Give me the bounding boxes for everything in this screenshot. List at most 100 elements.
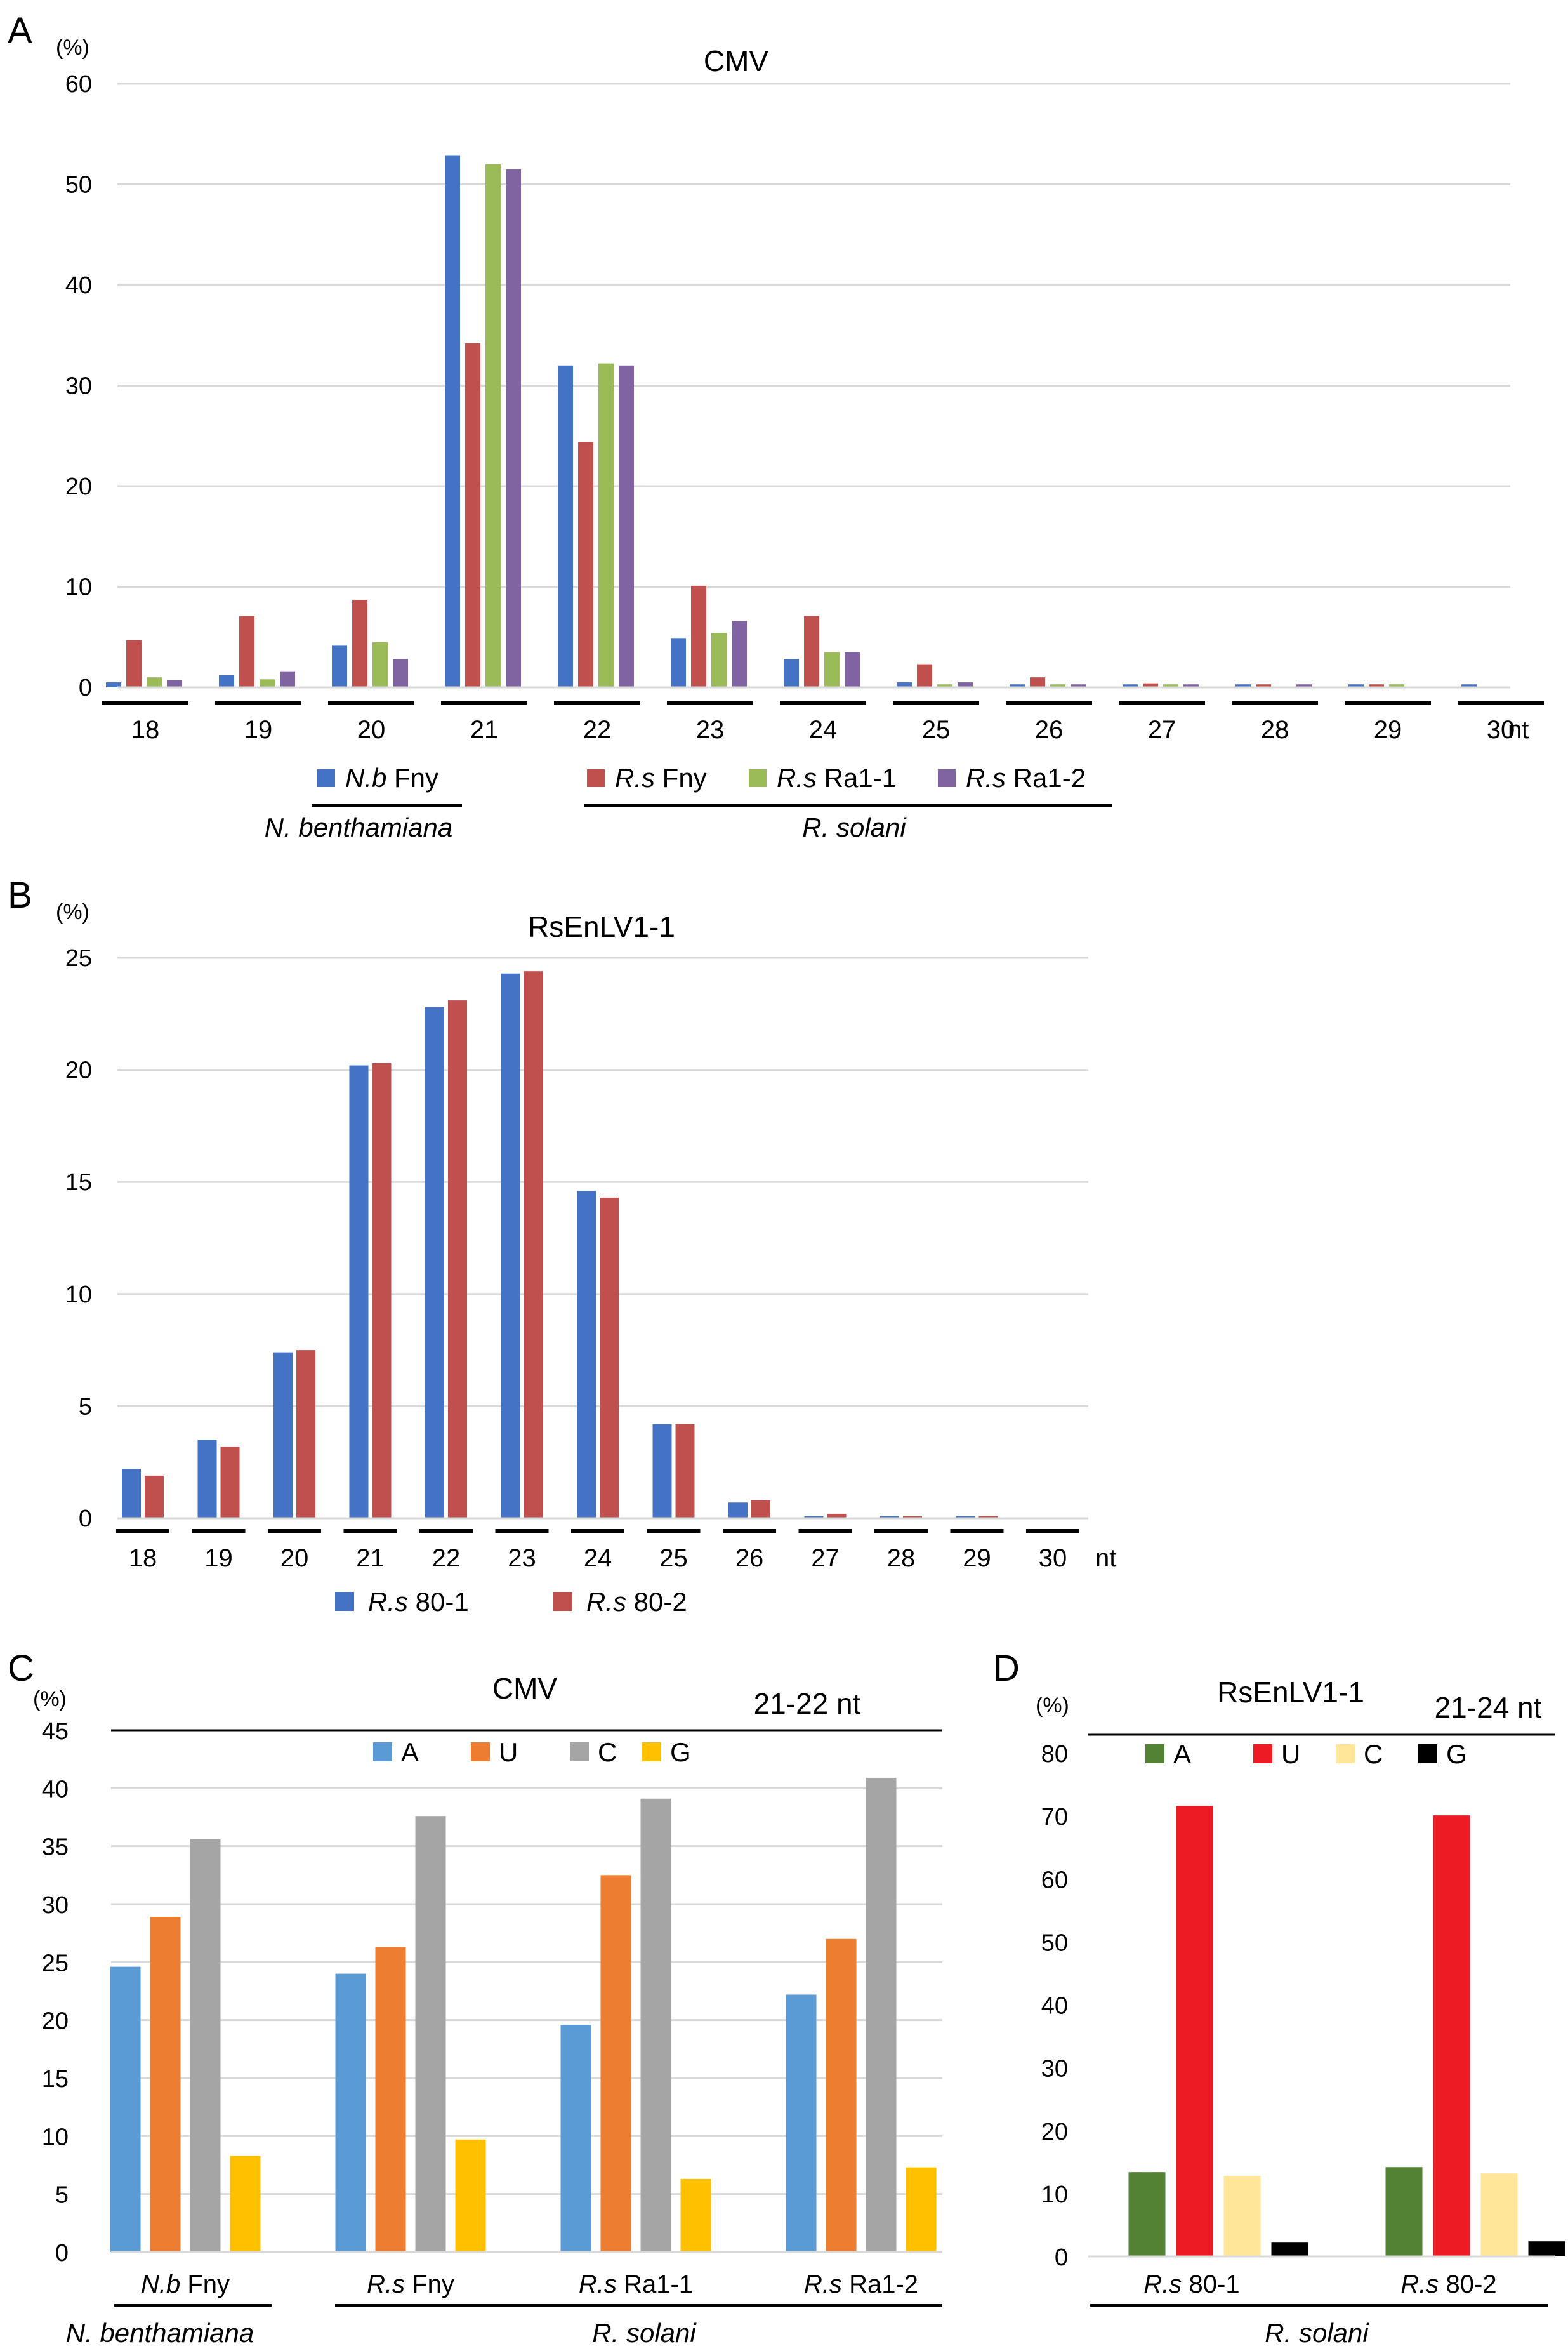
bar xyxy=(917,664,932,687)
bar xyxy=(280,671,295,687)
bar xyxy=(501,973,520,1518)
bar xyxy=(352,600,367,687)
legend-swatch xyxy=(471,1742,490,1761)
y-unit-label: (%) xyxy=(33,1687,67,1711)
legend-swatch xyxy=(1145,1744,1164,1763)
legend-swatch xyxy=(1418,1744,1437,1763)
x-tick-label: 24 xyxy=(809,716,838,744)
x-tick-label: 27 xyxy=(811,1544,840,1572)
bar xyxy=(578,442,593,687)
bar xyxy=(1163,684,1178,687)
y-tick-label: 60 xyxy=(65,71,92,98)
legend-entry: C xyxy=(598,1737,617,1767)
y-tick-label: 40 xyxy=(42,1776,69,1803)
legend-swatch xyxy=(317,769,335,787)
x-tick-label: R.s 80‑1 xyxy=(1143,2270,1239,2298)
bar xyxy=(485,164,501,687)
bar xyxy=(448,1000,467,1518)
group-label: N. benthamiana xyxy=(66,2318,254,2348)
bar xyxy=(1461,684,1477,687)
y-tick-label: 30 xyxy=(1041,2056,1068,2083)
group-label: R. solani xyxy=(1265,2318,1369,2348)
x-tick-label: 25 xyxy=(922,716,951,744)
y-tick-label: 20 xyxy=(65,474,92,500)
x-tick-label: R.s Ra1‑1 xyxy=(579,2270,693,2298)
y-tick-label: 50 xyxy=(1041,1930,1068,1956)
bar xyxy=(1143,683,1158,687)
x-tick-label: 22 xyxy=(432,1544,461,1572)
bar xyxy=(1528,2241,1565,2256)
bar xyxy=(784,659,799,687)
bar xyxy=(220,1446,240,1518)
y-tick-label: 0 xyxy=(1055,2244,1068,2271)
x-tick-label: 30 xyxy=(1039,1544,1067,1572)
bar xyxy=(1030,677,1045,687)
bar xyxy=(598,363,614,687)
bar xyxy=(445,155,460,687)
x-tick-label: 24 xyxy=(584,1544,612,1572)
bar xyxy=(675,1424,695,1518)
legend-entry: R.s Ra1‑1 xyxy=(777,763,897,793)
bar xyxy=(150,1917,181,2252)
bar xyxy=(1296,684,1312,687)
bar xyxy=(906,2167,937,2252)
legend-entry: C xyxy=(1364,1739,1383,1769)
bar xyxy=(1010,684,1025,687)
bar xyxy=(1128,2172,1166,2256)
bar xyxy=(296,1350,315,1518)
bar xyxy=(600,1197,619,1518)
x-tick-label: 20 xyxy=(357,716,386,744)
y-tick-label: 10 xyxy=(42,2124,69,2150)
x-tick-label: 21 xyxy=(356,1544,385,1572)
bar xyxy=(372,642,388,687)
y-tick-label: 30 xyxy=(65,373,92,400)
panel-label: A xyxy=(8,10,32,51)
bar xyxy=(880,1516,899,1518)
bar xyxy=(897,682,912,687)
y-unit-label: (%) xyxy=(56,900,89,924)
legend-entry: R.s Fny xyxy=(615,763,707,793)
x-tick-label: 19 xyxy=(204,1544,233,1572)
bar xyxy=(1183,684,1199,687)
panel-d: D (%) RsEnLV1‑1 21‑24 nt 0 10 20 30 40 50 60 70 80 R.… xyxy=(993,1648,1565,2348)
y-tick-label: 25 xyxy=(42,1950,69,1977)
y-tick-label: 45 xyxy=(42,1718,69,1745)
legend-entry: N.b Fny xyxy=(345,763,438,793)
bar xyxy=(786,1994,817,2252)
bar xyxy=(691,585,706,687)
bar xyxy=(190,1839,221,2252)
chart-subtitle: 21‑24 nt xyxy=(1435,1691,1542,1724)
bar xyxy=(1369,684,1384,687)
bar xyxy=(1348,684,1364,687)
chart-title: CMV xyxy=(704,44,769,77)
y-tick-label: 20 xyxy=(42,2008,69,2035)
bar xyxy=(415,1816,446,2252)
bar xyxy=(375,1947,406,2252)
bar xyxy=(197,1440,217,1518)
chart-title: RsEnLV1‑1 xyxy=(1217,1676,1364,1709)
bar xyxy=(1480,2173,1518,2256)
bar xyxy=(332,645,347,687)
y-tick-label: 20 xyxy=(1041,2119,1068,2145)
y-tick-label: 15 xyxy=(42,2066,69,2093)
bar xyxy=(465,343,480,687)
legend-swatch xyxy=(1253,1744,1272,1763)
x-tick-label: 29 xyxy=(963,1544,991,1572)
y-tick-label: 20 xyxy=(65,1057,92,1084)
bar xyxy=(1256,684,1271,687)
bar xyxy=(680,2178,711,2252)
bar xyxy=(903,1516,922,1518)
bar xyxy=(506,169,521,688)
bar xyxy=(273,1352,293,1518)
legend-swatch xyxy=(570,1742,589,1761)
y-unit-label: (%) xyxy=(1036,1693,1069,1718)
legend-swatch xyxy=(1336,1744,1355,1763)
panel-label: D xyxy=(993,1648,1020,1689)
y-tick-label: 80 xyxy=(1041,1741,1068,1768)
y-unit-label: (%) xyxy=(56,36,89,60)
bar xyxy=(110,1966,141,2252)
x-tick-label: 20 xyxy=(280,1544,309,1572)
bar xyxy=(239,616,254,687)
bar xyxy=(524,971,543,1518)
